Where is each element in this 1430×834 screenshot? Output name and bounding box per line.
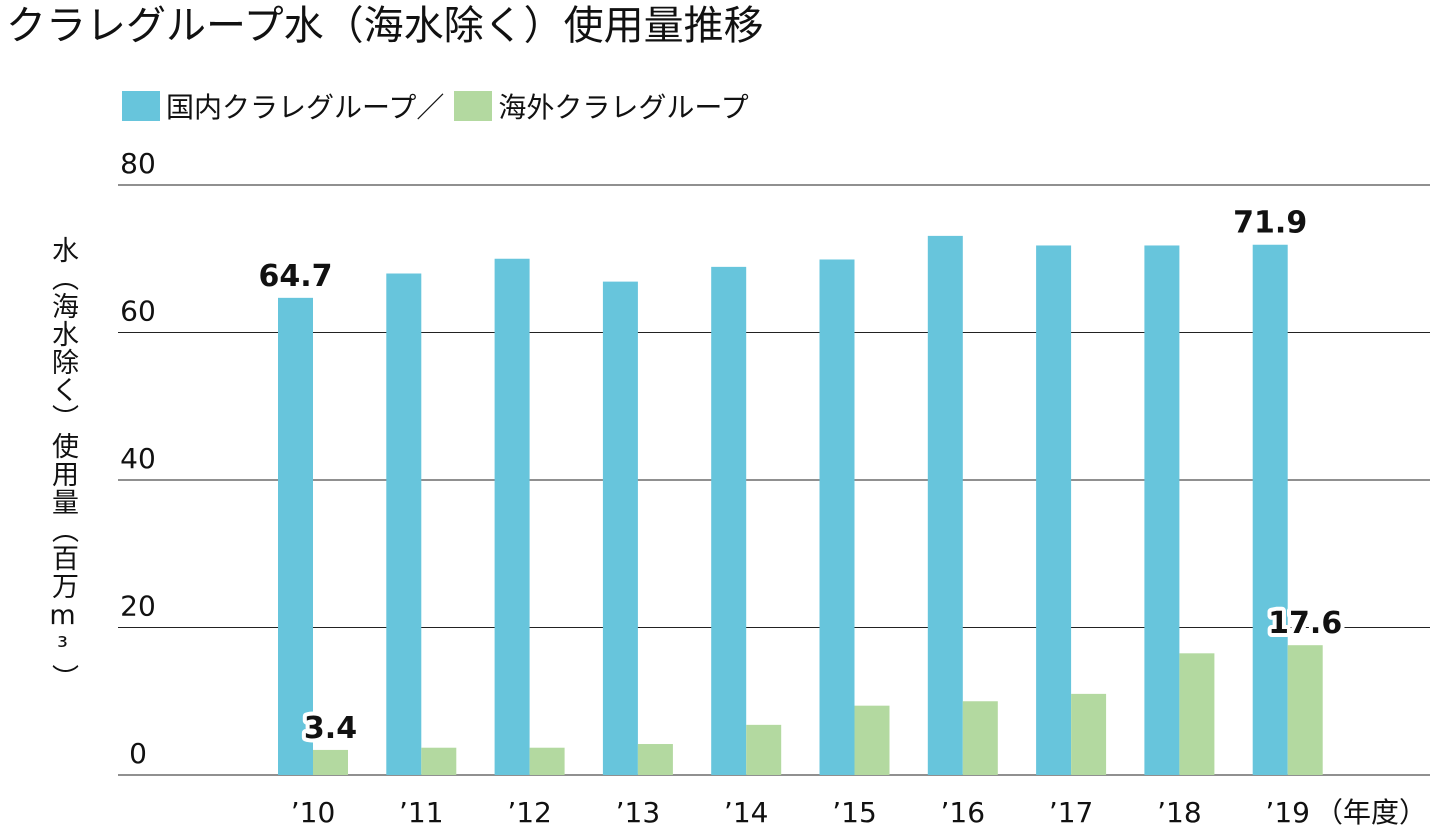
bar-overseas-5 xyxy=(854,705,890,775)
x-tick-label-8: ’18 xyxy=(1157,796,1202,829)
legend-swatch-domestic xyxy=(122,91,160,121)
bar-domestic-1 xyxy=(386,273,422,775)
bar-overseas-1 xyxy=(421,747,457,775)
bar-overseas-0 xyxy=(313,749,348,775)
x-tick-label-7: ’17 xyxy=(1049,796,1094,829)
x-tick-label-6: ’16 xyxy=(941,796,986,829)
y-axis-label: 水（海水除く）使用量（百万m³） xyxy=(47,236,78,692)
bar-domestic-6 xyxy=(927,235,963,775)
bar-domestic-7 xyxy=(1036,245,1072,776)
bar-overseas-6 xyxy=(962,701,998,775)
y-tick-label-0: 0 xyxy=(129,737,147,770)
legend: 国内クラレグループ ／ 海外クラレグループ xyxy=(122,86,749,126)
x-tick-label-4: ’14 xyxy=(724,796,769,829)
y-tick-label-20: 20 xyxy=(120,590,156,623)
bar-domestic-8 xyxy=(1144,245,1180,776)
data-label-1: 3.4 xyxy=(304,711,357,746)
bar-domestic-0 xyxy=(278,297,313,775)
y-tick-label-80: 80 xyxy=(120,147,156,180)
data-label-0: 64.7 xyxy=(258,259,332,294)
bar-overseas-4 xyxy=(746,724,782,775)
x-tick-label-9: ’19 xyxy=(1265,796,1310,829)
data-label-2: 71.9 xyxy=(1233,206,1307,241)
chart-title: クラレグループ水（海水除く）使用量推移 xyxy=(6,3,764,49)
bar-overseas-8 xyxy=(1179,653,1215,775)
bar-domestic-4 xyxy=(711,266,747,775)
x-unit-label: （年度） xyxy=(1315,796,1427,829)
legend-label-domestic: 国内クラレグループ xyxy=(166,91,417,124)
x-tick-label-5: ’15 xyxy=(832,796,877,829)
x-tick-label-2: ’12 xyxy=(507,796,552,829)
data-label-3: 17.6 xyxy=(1268,606,1342,641)
bar-overseas-9 xyxy=(1287,645,1323,775)
y-tick-label-60: 60 xyxy=(120,295,156,328)
x-tick-label-3: ’13 xyxy=(616,796,661,829)
bar-overseas-2 xyxy=(529,747,565,775)
y-tick-label-40: 40 xyxy=(120,442,156,475)
x-tick-label-1: ’11 xyxy=(399,796,444,829)
bar-overseas-3 xyxy=(637,744,673,775)
bar-domestic-9 xyxy=(1252,244,1288,776)
legend-swatch-overseas xyxy=(454,91,493,121)
bar-domestic-3 xyxy=(602,281,638,775)
legend-label-overseas: 海外クラレグループ xyxy=(498,91,749,124)
bar-domestic-5 xyxy=(819,259,855,775)
legend-separator: ／ xyxy=(416,91,445,124)
x-tick-label-0: ’10 xyxy=(291,796,336,829)
bar-overseas-7 xyxy=(1071,693,1107,775)
bar-domestic-2 xyxy=(494,258,530,775)
